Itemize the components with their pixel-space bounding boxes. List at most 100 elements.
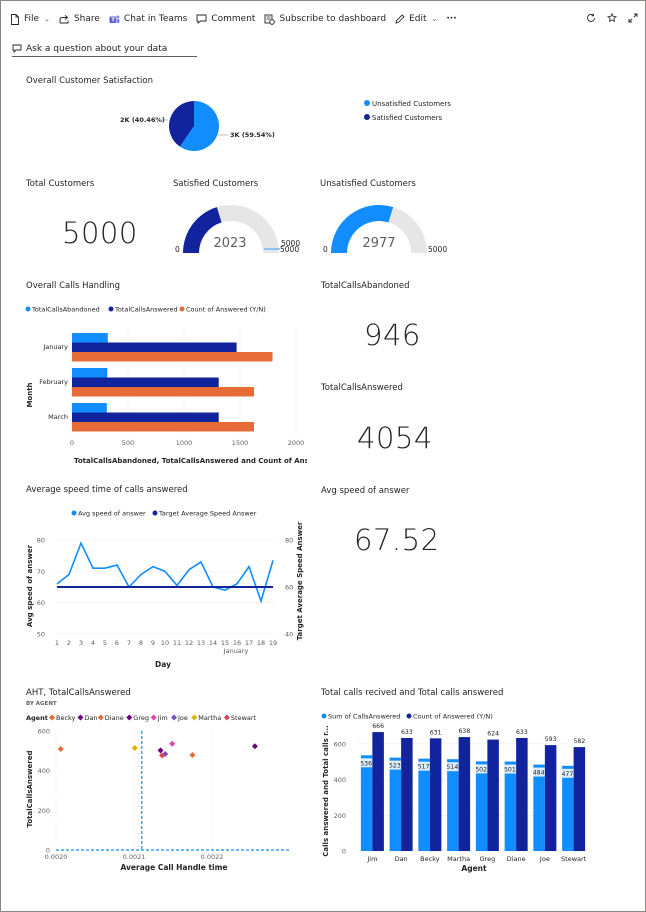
- y-tick-label: 0: [342, 848, 346, 856]
- data-label: 624: [487, 731, 499, 738]
- scatter-point-greg: [158, 747, 164, 753]
- legend-marker-martha: [191, 715, 197, 721]
- data-label: 523: [389, 763, 401, 770]
- x-tick-label: Greg: [480, 855, 496, 863]
- gauge-min: 0: [175, 245, 180, 254]
- x-tick-label: 500: [122, 439, 134, 447]
- chat-in-teams-button[interactable]: T Chat in Teams: [109, 14, 187, 25]
- legend-dot-answered: [109, 307, 114, 312]
- edit-menu[interactable]: Edit ⌄: [395, 14, 437, 24]
- refresh-icon[interactable]: [586, 13, 596, 23]
- x-tick-label: 1000: [176, 439, 193, 447]
- bar-count-jim: [372, 732, 384, 851]
- x-tick-label: 14: [209, 639, 217, 647]
- bar-count-becky: [430, 738, 442, 851]
- data-label: 631: [430, 729, 442, 736]
- data-label: 517: [418, 764, 430, 771]
- y-tick-label: 200: [38, 807, 50, 815]
- calls-handling-bar-chart: TotalCallsAbandoned TotalCallsAnswered C…: [22, 300, 307, 470]
- y2-tick-label: 60: [285, 584, 293, 592]
- data-label: 633: [401, 729, 413, 736]
- bar-sum-becky: [418, 759, 430, 851]
- satisfaction-legend: Unsatisfied Customers Satisfied Customer…: [362, 96, 482, 126]
- bar-totalcallsanswered-march: [72, 413, 219, 423]
- bar-totalcallsanswered-january: [72, 343, 237, 353]
- y-tick-label: 200: [334, 812, 346, 820]
- favorite-star-icon[interactable]: [607, 13, 617, 23]
- satisfied-gauge: 2023 0 5000 5000: [170, 196, 310, 258]
- x-tick-label: 2000: [288, 439, 305, 447]
- avg-card-value: 67.52: [354, 523, 440, 557]
- legend-title: Agent: [26, 714, 48, 722]
- toolbar: File ⌄ Share T Chat in Teams Comment Subs…: [0, 0, 646, 38]
- bar-sum-martha: [447, 759, 459, 851]
- legend-dot-count: [180, 307, 185, 312]
- legend-dot-count: [407, 714, 412, 719]
- aht-subtitle: BY AGENT: [26, 701, 57, 707]
- y2-tick-label: 40: [285, 631, 293, 639]
- legend-marker-joe: [171, 715, 177, 721]
- scatter-point-becky: [58, 746, 64, 752]
- data-label: 514: [446, 764, 458, 771]
- bar-totalcallsabandoned-february: [72, 368, 107, 378]
- y-tick-label: 400: [38, 767, 50, 775]
- y-tick-label: 600: [334, 740, 346, 748]
- bar-totalcallsanswered-february: [72, 378, 219, 388]
- subscribe-button[interactable]: Subscribe to dashboard: [264, 14, 386, 25]
- y2-axis-label: Target Average Speed Answer: [296, 521, 304, 640]
- file-menu[interactable]: File ⌄: [10, 14, 50, 25]
- pie-label-unsatisfied: 3K (59.54%): [230, 131, 275, 139]
- avg-speed-title: Average speed time of calls answered: [26, 485, 188, 495]
- gauge-value: 2023: [213, 236, 246, 251]
- expand-icon[interactable]: [628, 13, 638, 23]
- data-label: 484: [533, 770, 545, 777]
- x-tick-label: 18: [257, 639, 265, 647]
- share-icon: [59, 14, 70, 24]
- bar-count-of-answered-y-n--february: [72, 387, 254, 397]
- legend-avg: Avg speed of answer: [78, 510, 146, 518]
- x-tick-label: Diane: [507, 855, 526, 863]
- y-tick-label: March: [48, 413, 68, 421]
- answered-card-value: 4054: [357, 421, 433, 455]
- legend-unsatisfied: Unsatisfied Customers: [372, 100, 451, 108]
- y-tick-label: 80: [37, 537, 45, 545]
- bar-totalcallsabandoned-january: [72, 333, 108, 343]
- y-axis-label: TotalCallsAnswered: [26, 751, 34, 828]
- data-label: 633: [516, 729, 528, 736]
- legend-abandoned: TotalCallsAbandoned: [31, 306, 100, 314]
- data-label: 638: [458, 728, 470, 735]
- share-button[interactable]: Share: [59, 14, 100, 24]
- x-axis-sublabel: January: [223, 647, 249, 655]
- calls-handling-title: Overall Calls Handling: [26, 281, 120, 291]
- x-tick-label: Stewart: [561, 855, 587, 863]
- satisfaction-pie-chart: 2K (40.46%) 3K (59.54%): [110, 95, 290, 157]
- comment-button[interactable]: Comment: [196, 14, 255, 24]
- x-axis-label: Day: [155, 660, 171, 669]
- y-tick-label: February: [39, 378, 68, 386]
- y-tick-label: January: [42, 343, 68, 351]
- data-label: 477: [561, 771, 573, 778]
- legend-dan: Dan: [85, 714, 98, 722]
- aht-title: AHT, TotalCallsAnswered: [26, 688, 131, 698]
- x-axis-label: TotalCallsAbandoned, TotalCallsAnswered …: [74, 457, 307, 465]
- bar-count-greg: [487, 740, 499, 851]
- y-tick-label: 600: [38, 728, 50, 736]
- legend-joe: Joe: [177, 714, 188, 722]
- legend-target: Target Average Speed Answer: [158, 510, 257, 518]
- x-axis-label: Average Call Handle time: [120, 863, 227, 872]
- chat-bubble-icon: [12, 44, 22, 53]
- file-label: File: [24, 14, 39, 24]
- bar-count-diane: [516, 738, 528, 851]
- gauge-max: 5000: [280, 245, 299, 254]
- y-axis-label: Month: [26, 382, 34, 407]
- more-options-button[interactable]: ···: [446, 14, 456, 24]
- qa-input[interactable]: Ask a question about your data: [12, 41, 197, 57]
- bar-sum-greg: [476, 761, 488, 851]
- share-label: Share: [74, 14, 100, 24]
- x-tick-label: 1: [55, 639, 59, 647]
- y-tick-label: 60: [37, 599, 45, 607]
- legend-marker-diane: [98, 715, 104, 721]
- bar-totalcallsabandoned-march: [72, 403, 107, 413]
- legend-marker-greg: [126, 715, 132, 721]
- legend-answered: TotalCallsAnswered: [114, 306, 178, 314]
